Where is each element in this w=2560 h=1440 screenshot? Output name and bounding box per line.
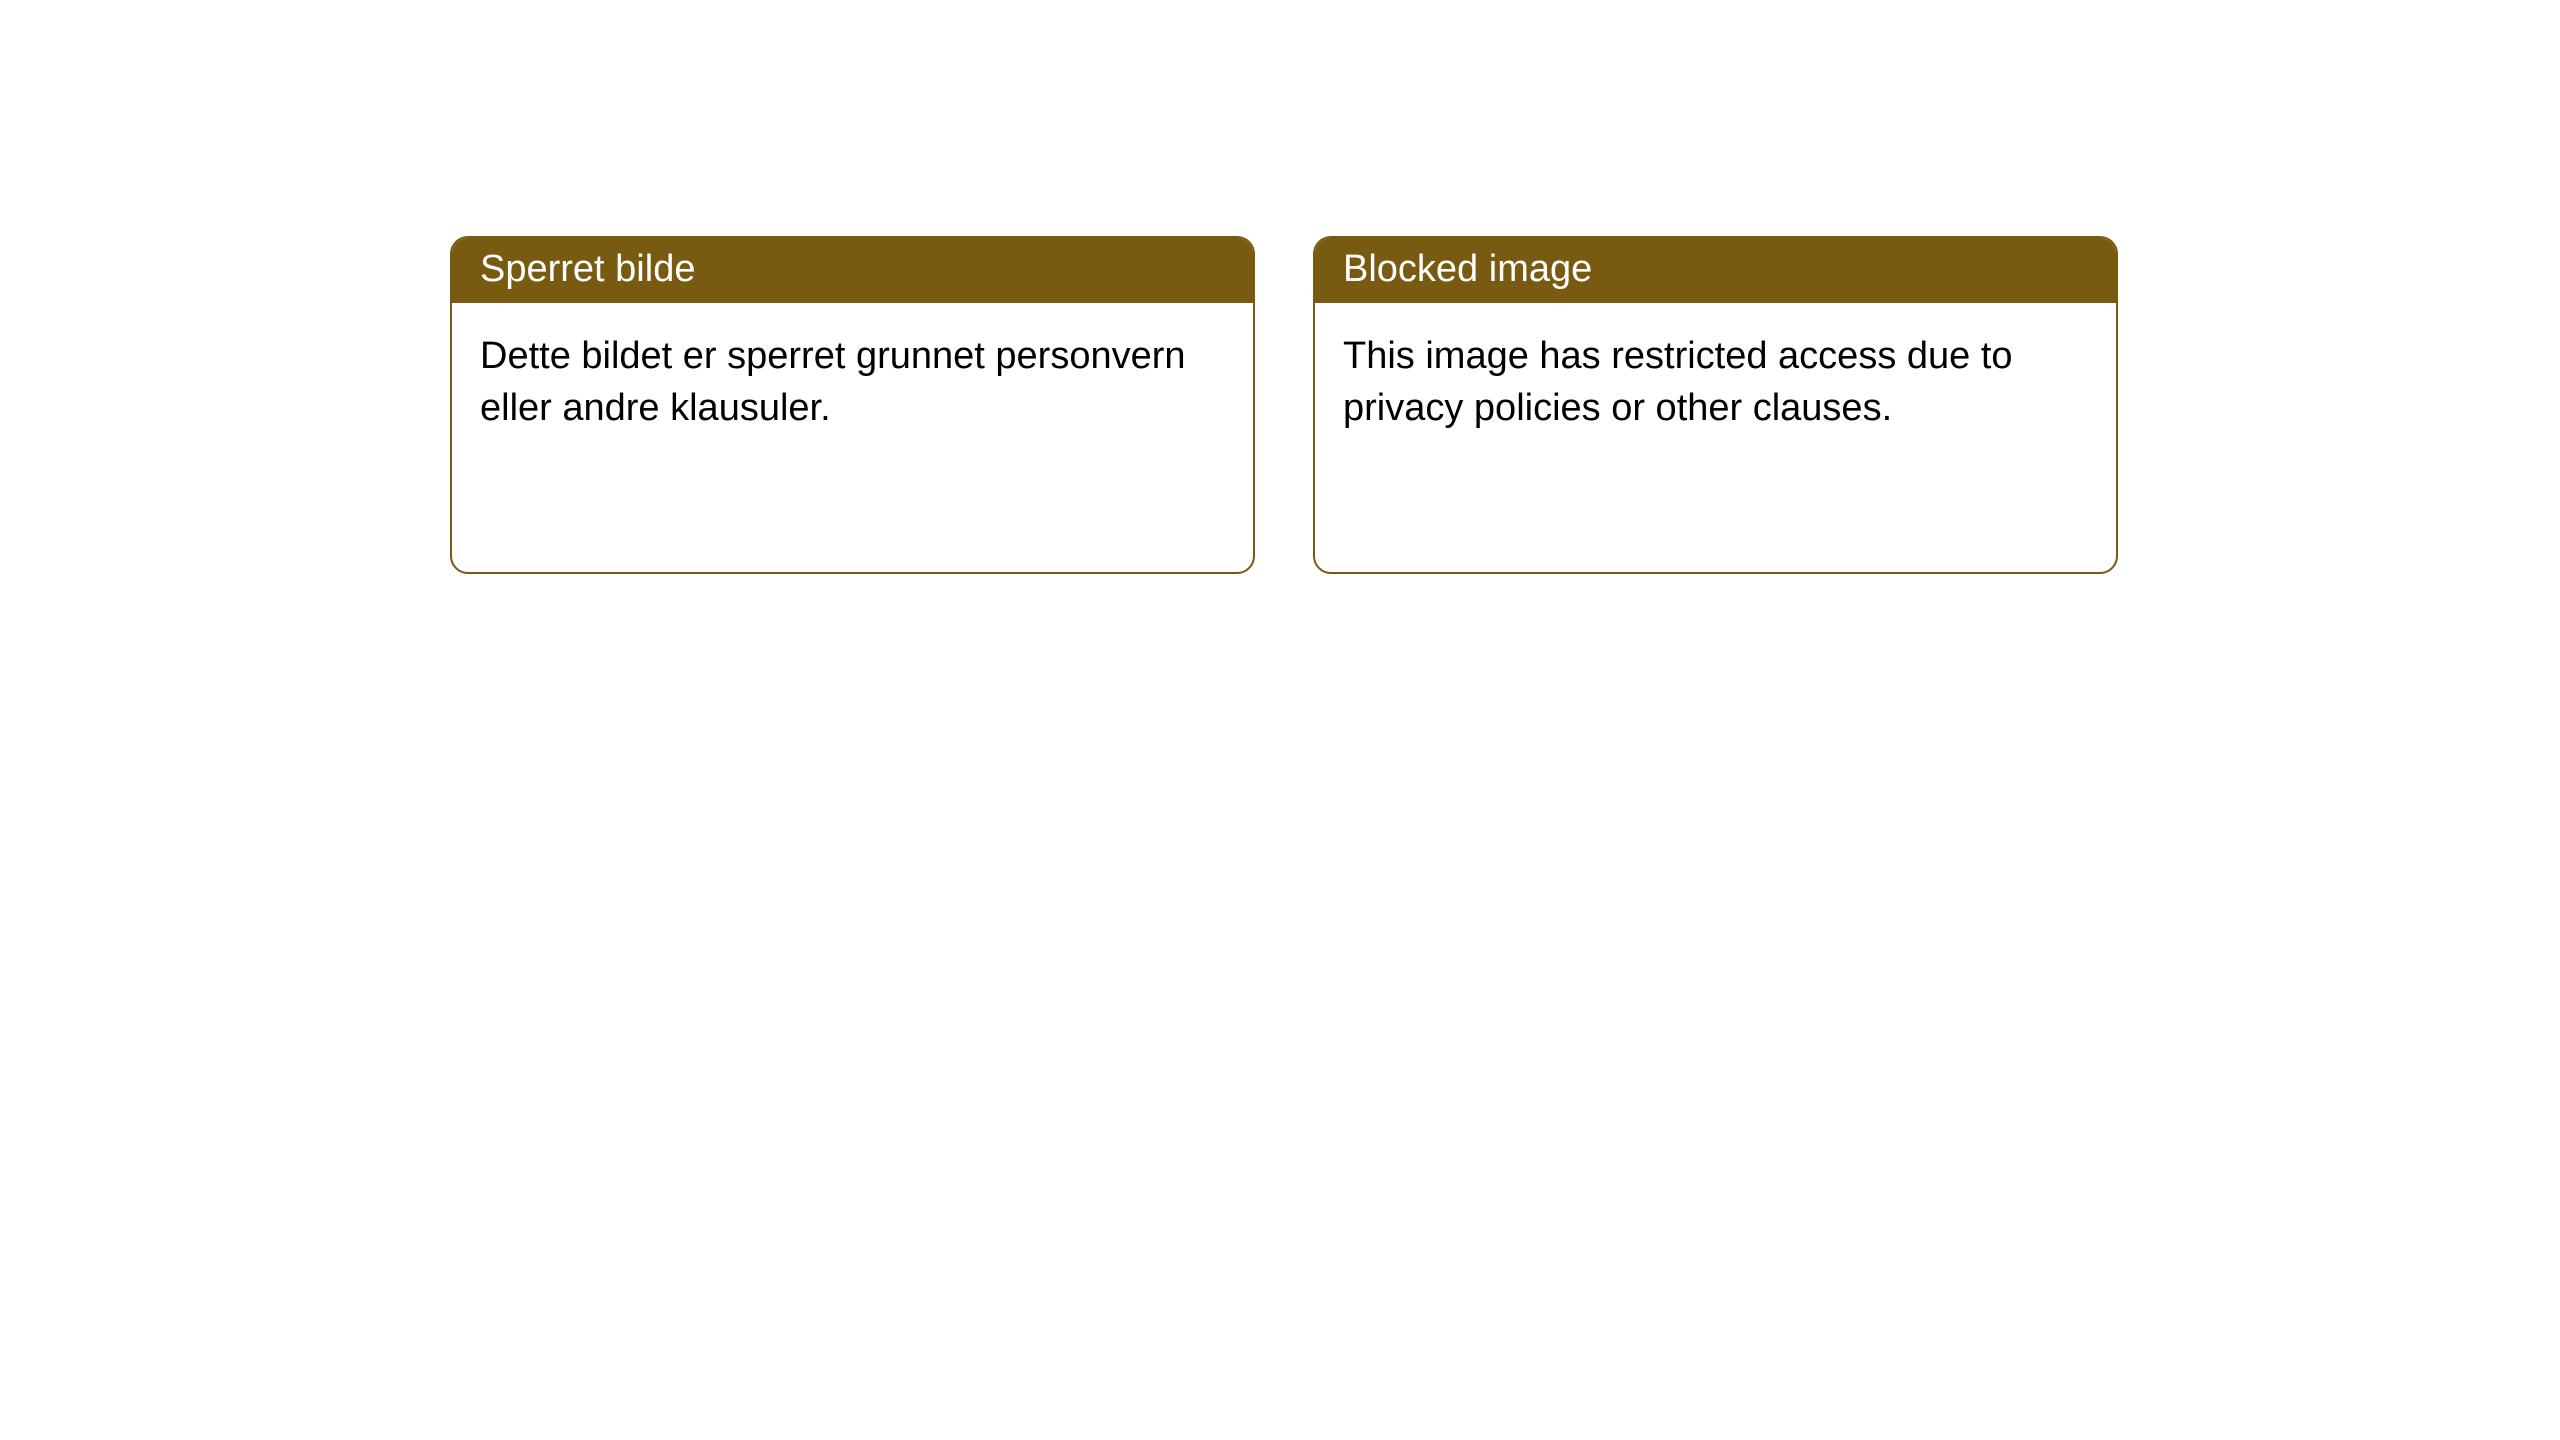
card-body: This image has restricted access due to … [1315, 303, 2116, 462]
blocked-image-card-english: Blocked image This image has restricted … [1313, 236, 2118, 574]
blocked-image-card-norwegian: Sperret bilde Dette bildet er sperret gr… [450, 236, 1255, 574]
card-title: Blocked image [1315, 238, 2116, 303]
cards-container: Sperret bilde Dette bildet er sperret gr… [0, 0, 2560, 574]
card-body: Dette bildet er sperret grunnet personve… [452, 303, 1253, 462]
card-title: Sperret bilde [452, 238, 1253, 303]
